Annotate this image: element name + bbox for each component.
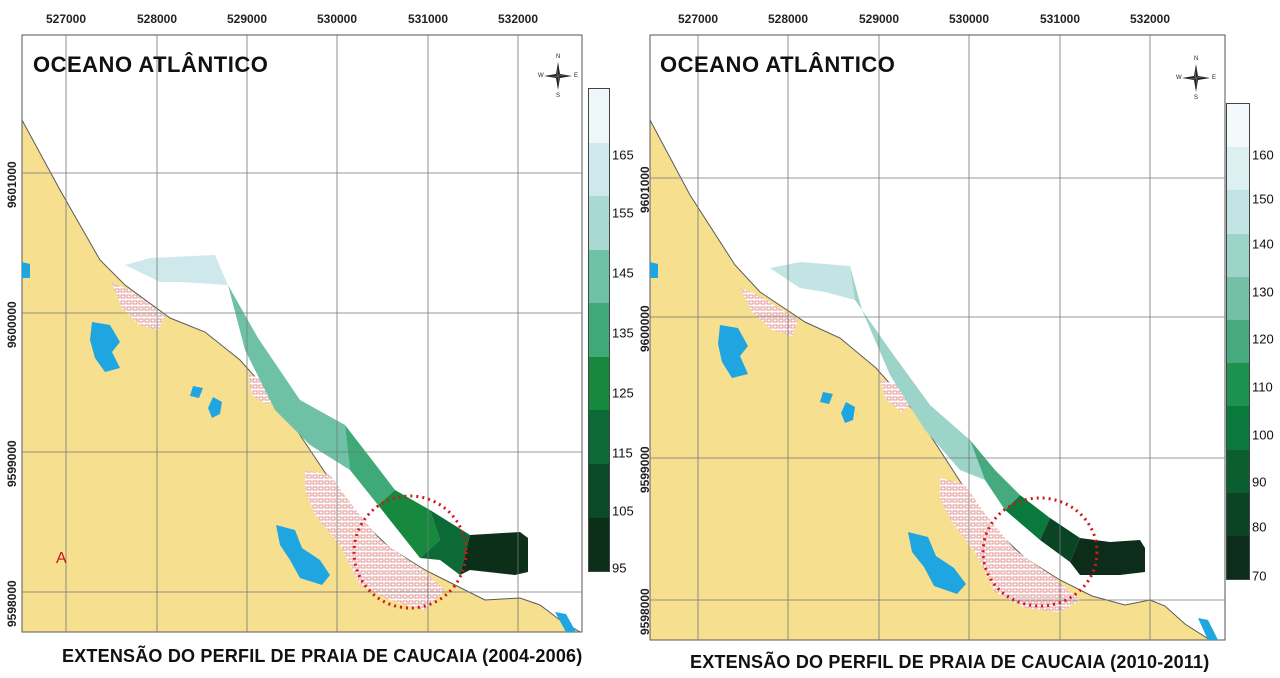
legend-tick: 70	[1252, 569, 1266, 584]
legend-color-bar	[588, 88, 610, 572]
legend-color-step	[1227, 406, 1249, 449]
compass-north-label: N	[556, 54, 560, 60]
x-tick: 527000	[678, 12, 718, 26]
legend-color-step	[589, 196, 609, 250]
legend-tick: 140	[1252, 237, 1274, 252]
y-tick: 9601000	[638, 166, 652, 213]
legend-color-step	[1227, 190, 1249, 233]
x-tick: 530000	[949, 12, 989, 26]
legend-color-step	[1227, 450, 1249, 493]
legend-color-step	[589, 518, 609, 572]
compass-west-label: W	[1176, 75, 1182, 81]
legend-tick: 110	[1252, 380, 1273, 395]
legend-tick: 135	[612, 326, 634, 341]
lagoon-5	[650, 262, 658, 278]
legend-color-step	[589, 464, 609, 518]
map-canvas	[0, 0, 640, 678]
x-tick: 532000	[1130, 12, 1170, 26]
map-title: EXTENSÃO DO PERFIL DE PRAIA DE CAUCAIA (…	[62, 646, 582, 667]
legend-color-step	[1227, 320, 1249, 363]
legend-color-step	[1227, 493, 1249, 536]
legend-color-step	[1227, 277, 1249, 320]
x-tick: 532000	[498, 12, 538, 26]
legend-tick: 160	[1252, 148, 1274, 163]
compass-south-label: S	[1194, 95, 1198, 101]
compass-south-label: S	[556, 93, 560, 99]
x-tick: 528000	[768, 12, 808, 26]
compass-east-label: E	[1212, 75, 1216, 81]
legend-tick: 120	[1252, 332, 1274, 347]
legend-tick: 155	[612, 206, 634, 221]
legend-tick: 80	[1252, 520, 1266, 535]
x-tick: 531000	[408, 12, 448, 26]
x-tick: 528000	[137, 12, 177, 26]
y-tick: 9598000	[5, 580, 19, 627]
legend-tick: 100	[1252, 428, 1274, 443]
x-tick: 529000	[859, 12, 899, 26]
legend-tick: 90	[1252, 475, 1266, 490]
map-panel-2004-2006: 527000 528000 529000 530000 531000 53200…	[0, 0, 640, 678]
legend-tick: 95	[612, 561, 626, 576]
legend-color-step	[589, 89, 609, 143]
panel-letter: A	[56, 550, 67, 568]
x-tick: 529000	[227, 12, 267, 26]
legend-color-step	[1227, 536, 1249, 579]
map-title: EXTENSÃO DO PERFIL DE PRAIA DE CAUCAIA (…	[690, 652, 1209, 673]
legend-tick: 130	[1252, 285, 1274, 300]
map-panel-2010-2011: 527000 528000 529000 530000 531000 53200…	[640, 0, 1280, 678]
legend-tick: 165	[612, 148, 634, 163]
legend-color-step	[589, 143, 609, 197]
compass-west-label: W	[538, 73, 544, 79]
profile-band-6	[1070, 538, 1145, 575]
legend-color-step	[1227, 234, 1249, 277]
y-tick: 9601000	[5, 161, 19, 208]
legend-color-step	[589, 410, 609, 464]
y-tick: 9599000	[638, 446, 652, 493]
legend-color-step	[589, 303, 609, 357]
x-tick: 531000	[1040, 12, 1080, 26]
x-tick: 527000	[46, 12, 86, 26]
compass-north-label: N	[1194, 56, 1198, 62]
legend-tick: 125	[612, 386, 634, 401]
compass-east-label: E	[574, 73, 578, 79]
legend-tick: 145	[612, 266, 634, 281]
legend-tick: 150	[1252, 192, 1274, 207]
legend-color-step	[1227, 104, 1249, 147]
legend-color-bar	[1226, 103, 1250, 580]
legend-color-step	[589, 357, 609, 411]
legend-color-step	[589, 250, 609, 304]
legend-color-step	[1227, 363, 1249, 406]
x-tick: 530000	[317, 12, 357, 26]
legend-tick: 105	[612, 504, 634, 519]
lagoon-5	[22, 262, 30, 278]
y-tick: 9599000	[5, 440, 19, 487]
map-canvas	[640, 0, 1280, 678]
ocean-label: OCEANO ATLÂNTICO	[660, 52, 895, 78]
y-tick: 9600000	[5, 301, 19, 348]
y-tick: 9600000	[638, 305, 652, 352]
y-tick: 9598000	[638, 588, 652, 635]
ocean-label: OCEANO ATLÂNTICO	[33, 52, 268, 78]
legend-color-step	[1227, 147, 1249, 190]
legend-tick: 115	[612, 446, 633, 461]
